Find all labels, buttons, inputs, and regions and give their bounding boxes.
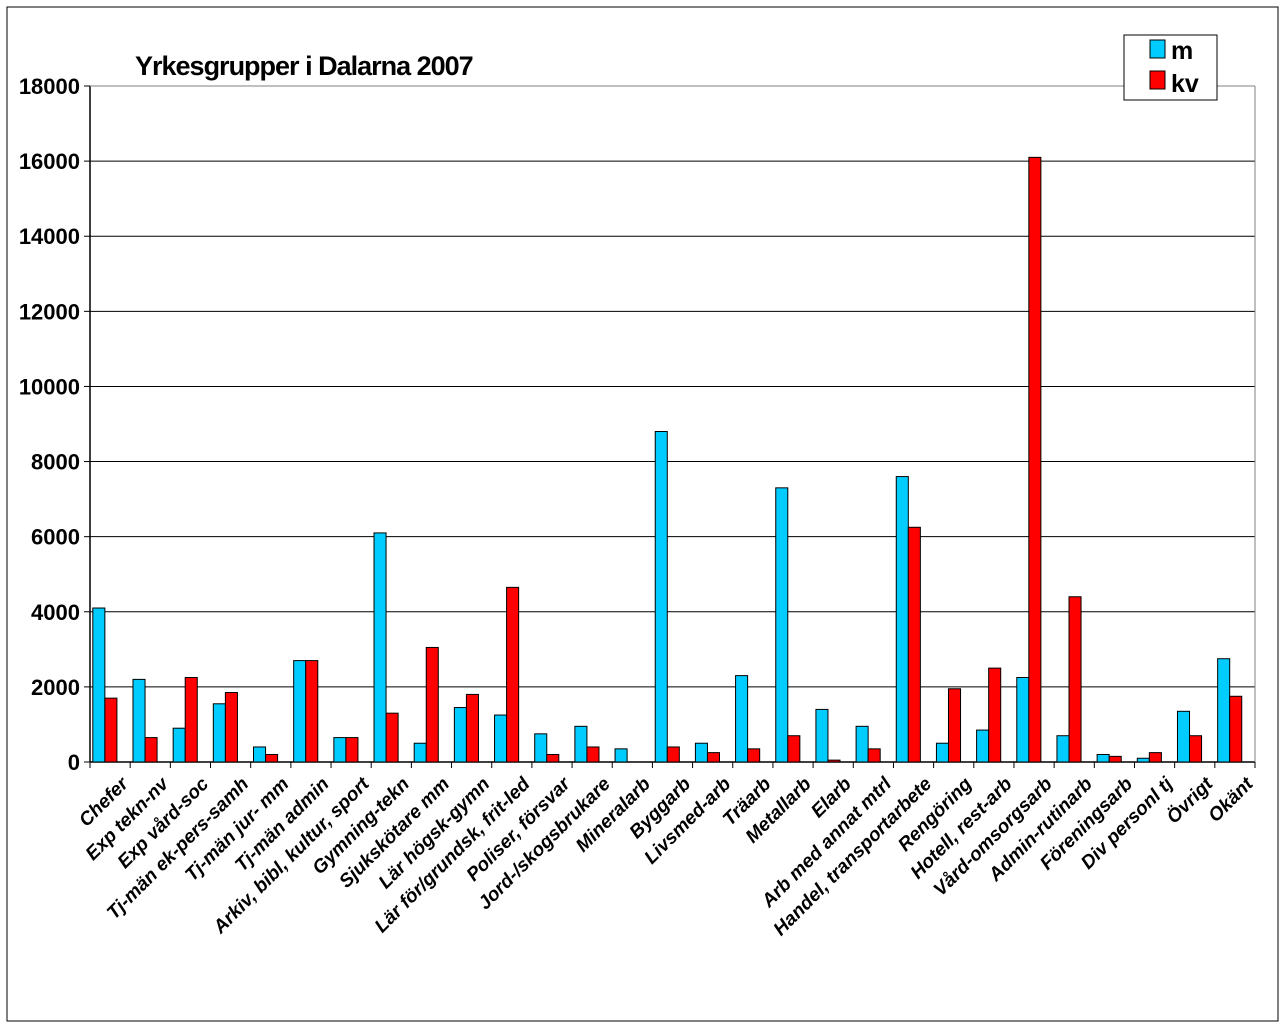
bar-m-7	[373, 532, 387, 763]
bar-kv-12	[586, 746, 600, 763]
y-tick-label: 14000	[19, 224, 80, 249]
bar-m-24	[1056, 735, 1070, 763]
bar-m-15	[694, 742, 708, 763]
bar-kv-28	[1229, 695, 1243, 763]
y-tick-label: 10000	[19, 374, 80, 399]
bar-m-13	[614, 748, 628, 763]
bar-kv-11	[546, 753, 560, 763]
bar-m-2	[172, 727, 186, 763]
chart-title: Yrkesgrupper i Dalarna 2007	[135, 51, 473, 81]
bar-m-16	[735, 675, 749, 763]
bar-m-3	[212, 703, 226, 763]
bar-kv-17	[787, 735, 801, 763]
bar-kv-6	[345, 737, 359, 763]
bar-m-18	[815, 708, 829, 763]
bar-kv-16	[747, 748, 761, 763]
legend-swatch-m	[1149, 39, 1166, 59]
bar-m-0	[92, 607, 106, 763]
bar-m-1	[132, 678, 146, 763]
bar-m-23	[1016, 677, 1030, 763]
bar-m-10	[494, 714, 508, 763]
bar-kv-3	[224, 692, 238, 763]
bar-kv-20	[907, 526, 921, 763]
bar-m-28	[1217, 658, 1231, 763]
y-tick-label: 16000	[19, 149, 80, 174]
y-tick-label: 2000	[31, 675, 80, 700]
bar-m-19	[855, 725, 869, 763]
bar-kv-21	[947, 688, 962, 763]
bar-m-26	[1136, 757, 1150, 763]
bar-kv-22	[988, 667, 1002, 763]
bar-kv-5	[305, 660, 319, 763]
bar-m-8	[413, 742, 427, 763]
bar-kv-14	[666, 746, 680, 763]
y-tick-label: 18000	[19, 74, 80, 99]
bar-kv-7	[385, 712, 399, 763]
legend-label-kv: kv	[1171, 70, 1199, 98]
bar-m-20	[895, 476, 909, 763]
y-tick-label: 4000	[31, 600, 80, 625]
bar-kv-1	[144, 737, 158, 763]
bar-m-5	[293, 660, 307, 763]
bar-kv-9	[465, 693, 479, 763]
bar-kv-10	[506, 586, 520, 763]
bar-kv-27	[1189, 735, 1203, 763]
chart-border	[6, 6, 1279, 1022]
bar-kv-18	[827, 759, 841, 763]
bar-m-17	[775, 487, 789, 763]
bars	[92, 156, 1243, 763]
y-tick-label: 12000	[19, 299, 80, 324]
bar-m-14	[654, 431, 668, 763]
bar-kv-15	[706, 752, 721, 763]
bar-kv-4	[265, 753, 279, 763]
bar-m-4	[253, 746, 267, 763]
bar-m-25	[1096, 753, 1110, 763]
bar-kv-0	[104, 697, 118, 763]
y-tick-label: 0	[68, 750, 80, 775]
y-tick-label: 8000	[31, 450, 80, 475]
bar-kv-23	[1028, 156, 1042, 763]
bar-m-22	[976, 729, 990, 763]
bar-kv-19	[867, 748, 881, 763]
legend-label-m: m	[1171, 37, 1193, 65]
bar-m-6	[333, 737, 347, 763]
legend-box	[1123, 34, 1218, 101]
bar-kv-26	[1148, 752, 1162, 763]
bar-kv-8	[425, 646, 439, 763]
bar-kv-25	[1108, 755, 1122, 763]
legend: m kv	[1123, 34, 1218, 101]
bar-m-21	[935, 742, 949, 763]
bar-kv-2	[184, 677, 198, 763]
y-tick-label: 6000	[31, 525, 80, 550]
bar-m-27	[1176, 710, 1191, 763]
legend-swatch-kv	[1149, 70, 1166, 90]
bar-m-9	[453, 707, 467, 763]
bar-m-12	[574, 725, 588, 763]
bar-kv-24	[1068, 596, 1082, 763]
bar-m-11	[534, 733, 548, 763]
y-tick-labels: 0 2000 4000 6000 8000 10000 12000 14000 16000 180…	[19, 74, 80, 775]
